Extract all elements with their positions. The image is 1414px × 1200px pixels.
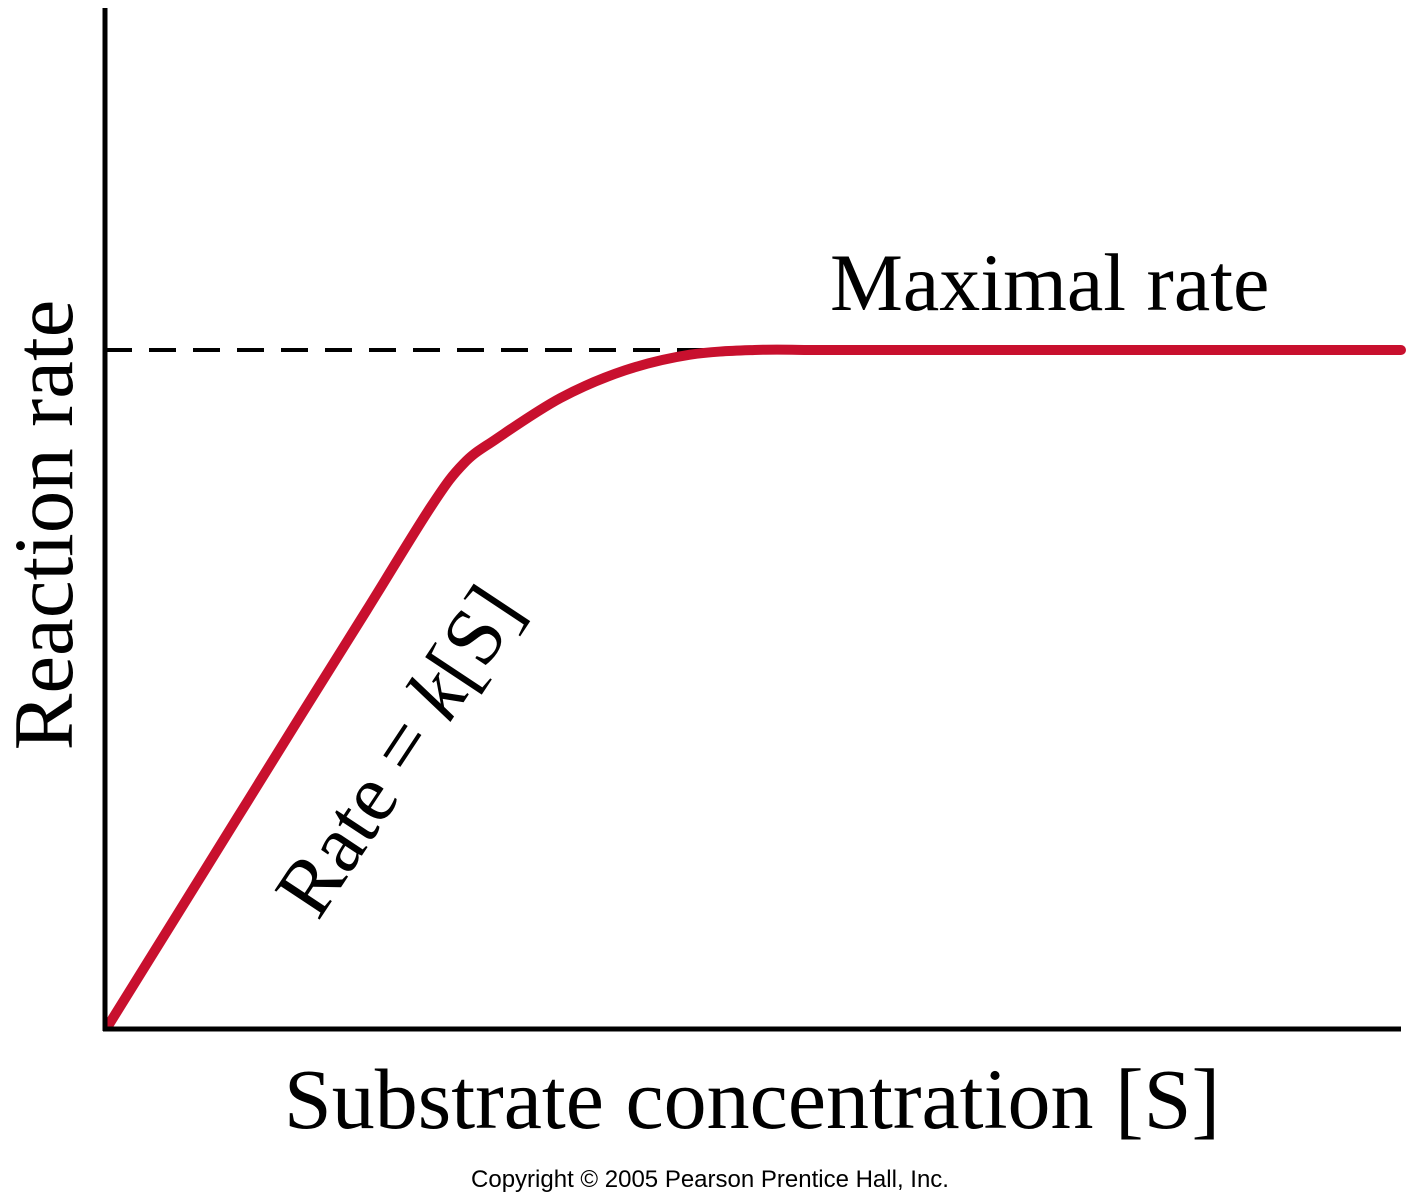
x-axis-label: Substrate concentration [S]: [284, 1051, 1220, 1147]
copyright-footer: Copyright © 2005 Pearson Prentice Hall, …: [471, 1166, 949, 1193]
slope-annotation: Rate = k[S]: [257, 570, 539, 932]
slope-annotation-prefix: Rate =: [257, 684, 464, 932]
maximal-rate-label: Maximal rate: [830, 237, 1269, 328]
plot-area: [103, 344, 1406, 1031]
reaction-rate-curve: [103, 344, 1406, 1031]
y-axis-label: Reaction rate: [0, 300, 91, 751]
